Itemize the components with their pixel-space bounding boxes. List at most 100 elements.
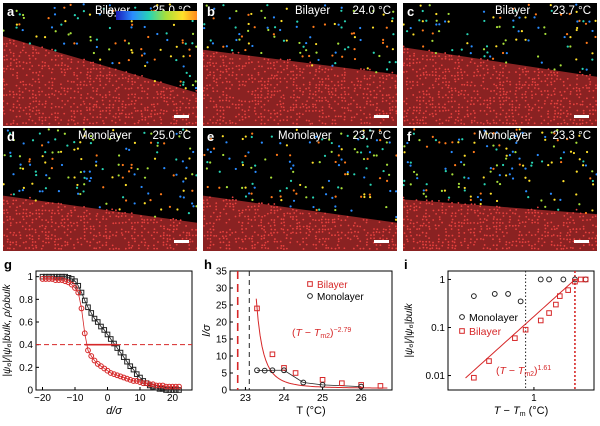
data-point <box>140 380 147 387</box>
crystal-region <box>403 47 597 126</box>
data-point <box>553 301 559 308</box>
data-point <box>75 289 82 296</box>
data-point <box>133 378 140 384</box>
particle-map-e <box>203 128 397 251</box>
series-markers-0 <box>39 273 182 393</box>
data-point <box>120 374 127 381</box>
legend-marker-bilayer <box>307 281 313 287</box>
y-tick-label-h: 25 <box>216 301 228 312</box>
scale-bar-d <box>174 240 189 243</box>
data-point <box>156 382 163 389</box>
data-point <box>130 366 137 373</box>
panel-title-e: Monolayer <box>278 130 332 142</box>
data-point <box>577 276 584 283</box>
data-point <box>78 305 85 312</box>
panel-temperature-f: 23.3 °C <box>552 130 591 142</box>
panel-label-g: g <box>4 257 12 272</box>
data-point <box>72 285 78 291</box>
data-point <box>81 297 88 304</box>
data-point <box>117 373 124 380</box>
y-tick-label-h: 35 <box>216 267 228 278</box>
panel-title-c: Bilayer <box>495 5 531 17</box>
data-point <box>176 387 182 393</box>
graph-g: g −20 −10 0 10 20 0 0.2 0.4 0.6 0.8 1 d/σ |ψ₆|/|ψ₆|b… <box>0 256 200 421</box>
data-point <box>42 276 49 282</box>
panel-label-h: h <box>204 257 212 272</box>
data-point <box>150 381 156 388</box>
data-point <box>169 387 176 393</box>
data-point <box>130 378 137 384</box>
data-point <box>55 273 62 280</box>
data-point <box>172 387 179 393</box>
data-point <box>512 335 518 341</box>
data-point <box>377 383 384 389</box>
colorbar-gradient <box>116 11 197 20</box>
particles <box>403 3 597 125</box>
data-point <box>176 383 182 390</box>
data-point <box>52 277 59 283</box>
y-tick-label-g: 1 <box>27 272 33 283</box>
x-tick-label-h: 25 <box>317 393 329 404</box>
data-point <box>491 291 498 297</box>
data-point <box>358 383 365 390</box>
plot-frame-g <box>35 270 193 391</box>
power-law-fit-i <box>465 279 576 379</box>
data-point <box>565 287 571 293</box>
data-point <box>269 367 276 374</box>
particles <box>3 128 197 250</box>
scale-bar-b <box>374 115 389 118</box>
legend-marker-monolayer <box>307 293 313 299</box>
data-point <box>159 382 166 389</box>
panel-label-b: b <box>207 4 215 19</box>
x-tick-label-g: 20 <box>167 393 179 404</box>
data-point <box>114 345 121 351</box>
data-point <box>339 380 345 387</box>
x-tick-label-h: 24 <box>278 393 290 404</box>
legend-marker-bilayer <box>459 328 465 334</box>
micrograph-panel-e: e Monolayer 23.7 °C <box>203 128 397 251</box>
panel-label-d: d <box>7 129 15 144</box>
data-point <box>127 376 134 383</box>
y-tick-label-h: 0 <box>221 386 227 397</box>
data-point <box>72 278 78 284</box>
legend-label-bilayer: Bilayer <box>317 280 348 291</box>
data-point <box>46 276 52 282</box>
scale-bar-a <box>174 115 189 118</box>
data-point <box>319 377 326 383</box>
data-point <box>107 370 114 376</box>
y-tick-label-h: 15 <box>216 335 228 346</box>
particles <box>3 3 197 125</box>
data-point <box>560 276 567 283</box>
y-tick-label-g: 0 <box>27 386 33 397</box>
data-point <box>91 315 98 322</box>
fit-label-h: (T − Tm2)−2.79 <box>292 327 351 340</box>
data-point <box>166 387 173 393</box>
colorbar-min-label: 0 <box>107 8 114 20</box>
micrograph-panel-a: aBilayer25.0 °C01 <box>3 3 197 126</box>
data-point <box>62 278 69 285</box>
data-point <box>557 293 563 299</box>
x-tick-label-g: −20 <box>34 393 51 404</box>
y-axis-label-i: |ψ₆|/|ψ₆|bulk <box>404 302 415 357</box>
data-point <box>486 358 492 364</box>
panel-temperature-c: 23.7 °C <box>552 5 591 17</box>
data-point <box>470 293 477 300</box>
particle-map-d <box>3 128 197 251</box>
data-point <box>111 371 117 378</box>
data-point <box>153 382 160 389</box>
data-point <box>137 379 143 385</box>
scale-bar-f <box>574 240 589 243</box>
y-tick-label-g: 0.6 <box>19 318 33 329</box>
data-point <box>254 367 260 374</box>
micrograph-panel-c: c Bilayer 23.7 °C <box>403 3 597 126</box>
data-point <box>517 298 524 305</box>
y-axis-label-h: l/σ <box>201 324 213 337</box>
scale-bar-c <box>574 115 589 118</box>
data-point <box>471 374 477 381</box>
data-point <box>88 310 95 316</box>
particle-map-a <box>3 3 197 126</box>
legend-label-monolayer: Monolayer <box>317 292 364 303</box>
data-point <box>68 281 75 288</box>
data-point <box>582 276 589 283</box>
